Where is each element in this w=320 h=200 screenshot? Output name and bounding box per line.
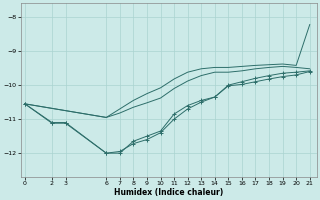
X-axis label: Humidex (Indice chaleur): Humidex (Indice chaleur) [114,188,223,197]
